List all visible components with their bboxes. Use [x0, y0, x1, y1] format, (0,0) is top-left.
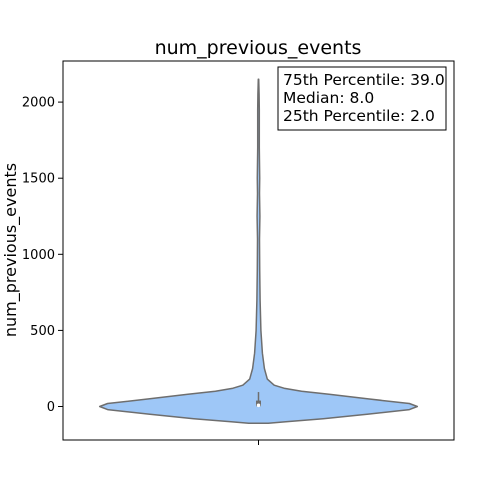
plot-area — [98, 78, 419, 425]
box-iqr — [256, 400, 261, 407]
y-tick-label: 1000 — [22, 248, 55, 263]
median-marker — [256, 403, 261, 408]
chart-title: num_previous_events — [155, 37, 362, 59]
annotation-line-q1: 25th Percentile: 2.0 — [283, 107, 435, 125]
y-tick-label: 500 — [30, 324, 55, 339]
annotation-line-q3: 75th Percentile: 39.0 — [283, 71, 445, 89]
y-axis: 0 500 1000 1500 2000 — [22, 96, 63, 415]
y-tick-label: 1500 — [22, 172, 55, 187]
violin-body — [98, 78, 419, 425]
y-tick-label: 0 — [47, 400, 55, 415]
annotation-line-median: Median: 8.0 — [283, 89, 374, 107]
stats-annotation-box — [277, 66, 447, 131]
y-axis-label: num_previous_events — [1, 163, 21, 337]
stats-annotation: 75th Percentile: 39.0 Median: 8.0 25th P… — [277, 66, 447, 131]
y-tick-label: 2000 — [22, 96, 55, 111]
